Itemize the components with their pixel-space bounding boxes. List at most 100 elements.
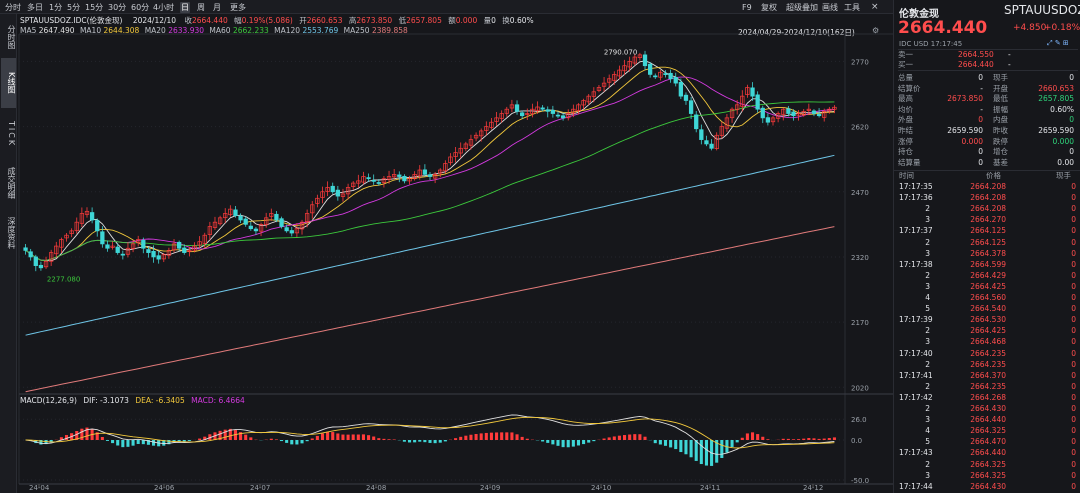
period-button-4hour[interactable]: 4小时 — [153, 3, 175, 12]
candle-body — [822, 111, 827, 118]
ma-lines — [25, 60, 835, 393]
period-button-more[interactable]: 更多 — [230, 3, 246, 12]
tick-row: 3 2664.270 0 — [894, 215, 1080, 226]
tick-price: 2664.325 — [970, 470, 1006, 480]
candle-body — [356, 180, 361, 184]
candle-body — [811, 110, 817, 114]
candle-body — [801, 111, 806, 116]
ticks-divider — [894, 170, 1080, 171]
candle-body — [110, 245, 115, 248]
quote-value: 2659.590 — [947, 126, 983, 135]
tick-time: 4 — [925, 293, 930, 302]
candle-body — [371, 180, 376, 182]
tick-time: 2 — [925, 270, 930, 280]
period-button-60min[interactable]: 60分 — [131, 3, 150, 12]
candle-body — [402, 175, 407, 182]
candle-body — [591, 91, 596, 97]
tick-volume: 0 — [1071, 392, 1076, 402]
candle-body — [166, 250, 172, 256]
period-button-30min[interactable]: 30分 — [108, 3, 127, 12]
quote-label: 涨停 — [898, 136, 913, 146]
candle-body — [392, 174, 397, 178]
quote-panel: 伦敦金现 SPTAUUSDOZ 2664.440 +4.850 +0.18% I… — [893, 0, 1080, 493]
period-button-day[interactable]: 日 — [180, 2, 190, 13]
candle-body — [458, 147, 463, 154]
tick-time: 3 — [925, 248, 930, 258]
panel-tools-icon[interactable]: ⤢ ✎ ⊞ — [1047, 39, 1069, 47]
change-label: 幅 — [234, 16, 242, 25]
tick-row: 2 2664.430 0 — [894, 404, 1080, 415]
tick-volume: 0 — [1071, 470, 1076, 480]
tick-time: 17:17:38 — [899, 259, 933, 269]
candle-body — [182, 247, 187, 253]
candle-body — [315, 197, 320, 204]
settings-icon[interactable]: ⚙ — [872, 26, 880, 35]
ma250-value: 2389.858 — [371, 26, 408, 35]
period-button-month[interactable]: 月 — [213, 3, 221, 12]
side-tab-tick[interactable]: TICK — [7, 120, 16, 148]
side-tab-kline[interactable]: K线图 — [1, 58, 16, 108]
instrument-title: 伦敦金现 — [899, 9, 939, 20]
side-tab-trades[interactable]: 成交明细 — [7, 167, 16, 199]
tick-price: 2664.208 — [970, 204, 1006, 214]
tick-volume: 0 — [1071, 226, 1076, 236]
candle-body — [248, 225, 253, 230]
low-value: 2657.805 — [406, 16, 442, 25]
candle-body — [325, 187, 330, 192]
candle-body — [345, 187, 351, 195]
candle-body — [468, 139, 474, 146]
quote-value: - — [980, 83, 983, 93]
tick-volume: 0 — [1071, 204, 1076, 214]
close-icon[interactable]: × — [871, 2, 879, 12]
candle-body — [443, 163, 448, 172]
tick-price: 2664.468 — [970, 337, 1006, 347]
tick-volume: 0 — [1071, 193, 1076, 203]
tick-price: 2664.429 — [970, 270, 1006, 280]
tick-volume: 0 — [1071, 348, 1076, 358]
candle-body — [535, 106, 540, 111]
side-tab-depth[interactable]: 深度资料 — [7, 217, 16, 249]
macd-dif-line — [25, 414, 835, 455]
overlay-button[interactable]: 超级叠加 — [786, 3, 818, 12]
candle-body — [120, 253, 125, 256]
candle-body — [612, 74, 617, 81]
candle-body — [581, 100, 586, 106]
candle-body — [704, 140, 709, 145]
candle-body — [586, 95, 591, 103]
kline-chart[interactable]: 26.0 0.0 -50.0 2770 2620 2470 2320 2170 2020 24… — [17, 14, 893, 493]
tick-price: 2664.378 — [970, 248, 1006, 258]
candle-body — [141, 240, 146, 249]
tick-time: 3 — [925, 281, 930, 291]
tick-time: 17:17:35 — [899, 182, 933, 191]
candle-body — [310, 204, 315, 214]
tick-row: 2 2664.425 0 — [894, 326, 1080, 337]
side-tabs: 分时图 K线图 TICK 成交明细 深度资料 — [0, 14, 17, 493]
draw-line-button[interactable]: 画线 — [822, 3, 838, 12]
quote-label: 均价 — [898, 104, 913, 114]
candle-body — [376, 182, 381, 184]
period-button-week[interactable]: 周 — [197, 3, 205, 12]
ma120-line — [25, 154, 835, 336]
f9-button[interactable]: F9 — [742, 3, 752, 12]
period-button-5min[interactable]: 5分 — [67, 3, 81, 12]
tools-button[interactable]: 工具 — [844, 3, 860, 12]
macd-value: MACD: 6.4664 — [191, 396, 245, 405]
tick-price: 2664.235 — [970, 348, 1006, 358]
x-tick-label: 24-12 — [803, 484, 823, 492]
ma20-label: MA20 — [144, 26, 166, 35]
quote-value: 0 — [978, 73, 983, 82]
period-button-intraday[interactable]: 分时 — [5, 3, 21, 12]
adjust-button[interactable]: 复权 — [761, 3, 777, 12]
period-button-multiday[interactable]: 多日 — [27, 3, 43, 12]
side-tab-intraday[interactable]: 分时图 — [7, 25, 16, 49]
period-button-15min[interactable]: 15分 — [85, 3, 104, 12]
quote-value: 0.000 — [961, 136, 983, 146]
quote-label: 结算量 — [898, 157, 921, 167]
candle-body — [653, 75, 658, 78]
candle-body — [264, 217, 269, 225]
candle-body — [607, 78, 612, 83]
candle-body — [84, 210, 90, 215]
period-button-1min[interactable]: 1分 — [49, 3, 63, 12]
range-label: 2024/04/29-2024/12/10(162日) — [738, 28, 855, 37]
bid-volume: - — [1008, 60, 1011, 69]
